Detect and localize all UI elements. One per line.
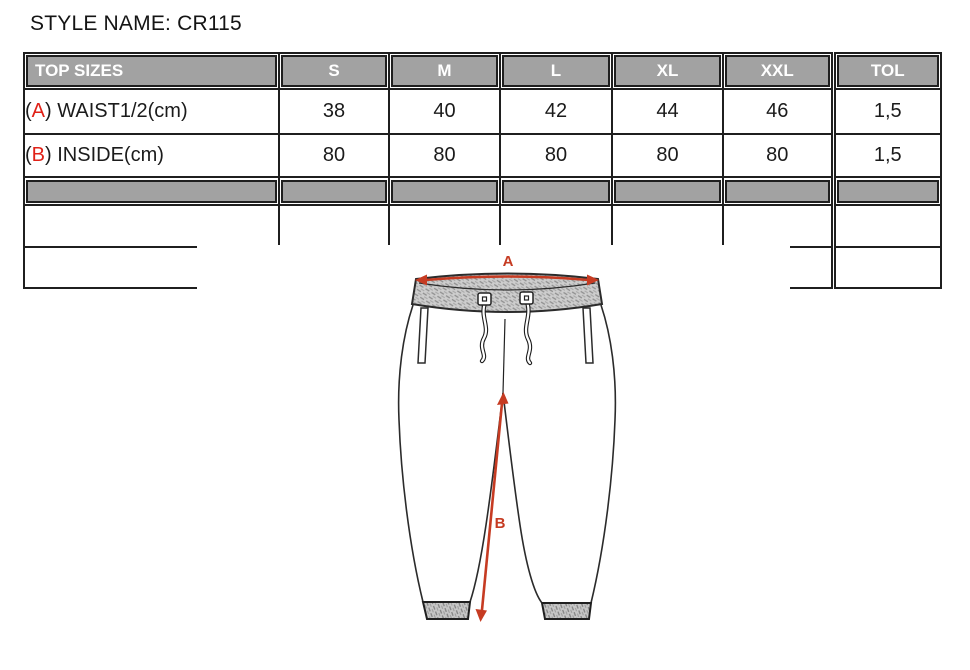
size-table: TOP SIZES S M L XL XXL TOL (A) WAIST1/2(… [23,52,942,289]
table-row-empty-1 [23,204,942,248]
inside-value-l: 80 [499,133,613,178]
empty-cell [23,204,280,248]
empty-cell [278,204,390,248]
gray-cell [278,176,390,206]
gray-cell [23,176,280,206]
inside-value-m: 80 [388,133,501,178]
empty-cell [722,204,834,248]
header-size-xxl: XXL [722,52,834,90]
gray-cell [388,176,501,206]
pants-diagram: A B [397,253,617,622]
row-label-waist: (A) WAIST1/2(cm) [23,88,280,135]
waist-value-l: 42 [499,88,613,135]
pants-drawing-panel: A B [197,245,790,657]
table-header-row: TOP SIZES S M L XL XXL TOL [23,52,942,90]
header-top-sizes: TOP SIZES [23,52,280,90]
label-waist-text: ) WAIST1/2(cm) [45,100,188,122]
gray-cell [722,176,834,206]
measure-label-a: A [503,253,514,270]
gray-cell [499,176,613,206]
gray-cell [611,176,724,206]
empty-cell [611,204,724,248]
header-size-m: M [388,52,501,90]
header-size-l: L [499,52,613,90]
front-crease-line [502,318,506,394]
inside-value-s: 80 [278,133,390,178]
waistband [410,272,604,313]
header-size-xl: XL [611,52,724,90]
eyelet-left [477,292,492,306]
waist-measure-arrow [415,274,599,286]
label-paren-open: ( [25,144,32,166]
waist-value-tol: 1,5 [830,88,942,135]
measure-letter-b: B [31,144,46,166]
table-row-waist: (A) WAIST1/2(cm) 38 40 42 44 46 1,5 [23,88,942,135]
pocket-left [417,307,429,364]
waist-value-xxl: 46 [722,88,834,135]
drawcord-right [523,299,533,366]
inside-value-tol: 1,5 [830,133,942,178]
waist-value-xl: 44 [611,88,724,135]
inside-value-xxl: 80 [722,133,834,178]
pocket-right [582,307,594,364]
table-row-gray-empty [23,176,942,206]
header-top-sizes-label: TOP SIZES [26,55,277,87]
waistband-inner-rim [418,282,596,291]
empty-cell [388,204,501,248]
label-paren-open: ( [25,100,32,122]
row-label-inside: (B) INSIDE(cm) [23,133,280,178]
inside-value-xl: 80 [611,133,724,178]
gray-cell [830,176,942,206]
outer-seam-right [590,304,617,604]
table-row-inside: (B) INSIDE(cm) 80 80 80 80 80 1,5 [23,133,942,178]
header-size-s: S [278,52,390,90]
cuff-right [540,602,593,620]
page-title: STYLE NAME: CR115 [30,12,242,35]
drawcord-left [479,300,489,364]
outer-seam-left [397,304,424,603]
inseam-measure-arrow [475,392,509,622]
measure-letter-a: A [31,100,46,122]
empty-cell [830,246,942,289]
waist-value-m: 40 [388,88,501,135]
eyelet-right [519,291,534,305]
inner-seam-right [502,392,543,604]
waist-value-s: 38 [278,88,390,135]
cuff-left [421,601,472,620]
measure-label-b: B [495,515,506,532]
label-inside-text: ) INSIDE(cm) [45,144,164,166]
empty-cell [499,204,613,248]
header-tol: TOL [830,52,942,90]
empty-cell [830,204,942,248]
